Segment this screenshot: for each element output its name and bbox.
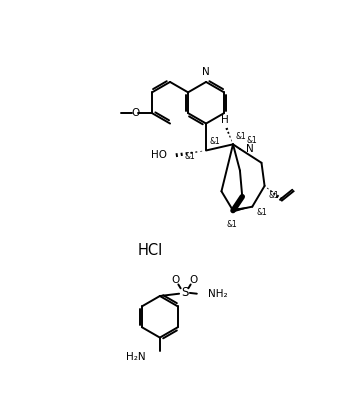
Polygon shape <box>233 207 252 212</box>
Text: HO: HO <box>151 150 167 160</box>
Text: N: N <box>246 144 254 154</box>
Text: H₂N: H₂N <box>126 352 146 362</box>
Text: O: O <box>131 108 139 118</box>
Text: O: O <box>171 275 179 285</box>
Text: HCl: HCl <box>137 243 162 258</box>
Text: H: H <box>221 115 229 125</box>
Text: &1: &1 <box>235 132 246 141</box>
Text: &1: &1 <box>269 190 279 199</box>
Text: &1: &1 <box>246 136 257 145</box>
Text: NH₂: NH₂ <box>208 289 227 299</box>
Text: O: O <box>190 275 198 285</box>
Text: S: S <box>181 286 188 299</box>
Text: &1: &1 <box>209 137 220 146</box>
Text: &1: &1 <box>185 152 195 161</box>
Text: &1: &1 <box>226 220 237 229</box>
Text: &1: &1 <box>256 208 267 217</box>
Text: N: N <box>202 67 210 77</box>
